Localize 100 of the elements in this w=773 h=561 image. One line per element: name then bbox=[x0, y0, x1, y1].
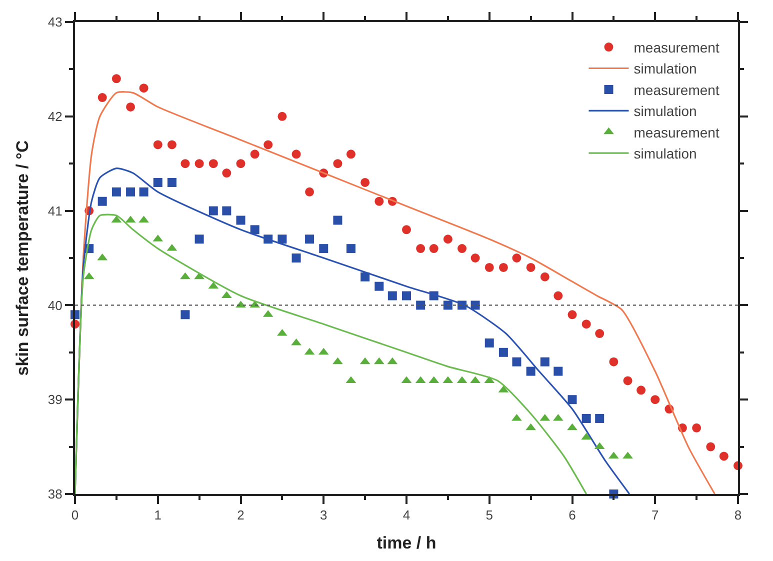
point bbox=[582, 414, 591, 423]
point bbox=[582, 320, 591, 329]
point bbox=[264, 140, 273, 150]
point bbox=[526, 262, 536, 272]
legend-label: simulation bbox=[634, 60, 697, 77]
point bbox=[332, 357, 343, 364]
line-series bbox=[75, 214, 588, 494]
point bbox=[402, 291, 411, 300]
point bbox=[305, 234, 314, 244]
x-axis-title: time / h bbox=[376, 534, 436, 552]
legend-label: measurement bbox=[634, 82, 720, 98]
point bbox=[250, 225, 260, 234]
point bbox=[360, 178, 370, 187]
point bbox=[719, 452, 728, 461]
point bbox=[360, 272, 370, 282]
point bbox=[236, 216, 246, 225]
point bbox=[498, 348, 508, 357]
point bbox=[470, 254, 480, 262]
point bbox=[98, 196, 107, 206]
point bbox=[526, 366, 536, 376]
point bbox=[567, 423, 578, 430]
point bbox=[540, 272, 550, 282]
point bbox=[484, 262, 494, 272]
point bbox=[692, 423, 702, 432]
legend-label: simulation bbox=[634, 103, 697, 120]
point bbox=[374, 196, 384, 206]
x-tick-label: 8 bbox=[734, 508, 742, 523]
point bbox=[346, 244, 356, 254]
point bbox=[292, 254, 301, 262]
point bbox=[291, 338, 302, 346]
x-tick-label: 3 bbox=[320, 508, 328, 523]
point bbox=[305, 187, 314, 196]
x-tick-label: 7 bbox=[652, 508, 659, 523]
point bbox=[568, 395, 577, 404]
point bbox=[112, 187, 121, 196]
point bbox=[374, 282, 384, 291]
point bbox=[126, 187, 136, 196]
point bbox=[222, 206, 232, 216]
y-tick-label: 38 bbox=[48, 486, 62, 502]
point bbox=[512, 357, 522, 366]
point bbox=[333, 159, 342, 168]
point bbox=[180, 310, 190, 320]
point bbox=[126, 102, 136, 112]
y-tick-label: 42 bbox=[48, 108, 62, 124]
x-tick-label: 5 bbox=[486, 508, 493, 523]
point bbox=[498, 262, 508, 272]
legend-label: measurement bbox=[634, 40, 720, 56]
point bbox=[512, 254, 522, 262]
point bbox=[595, 414, 604, 423]
point bbox=[98, 93, 107, 102]
point bbox=[346, 150, 356, 159]
point bbox=[153, 178, 162, 187]
point bbox=[443, 300, 452, 310]
point bbox=[540, 357, 550, 366]
point bbox=[512, 414, 522, 421]
x-tick-label: 0 bbox=[71, 508, 79, 523]
point bbox=[623, 376, 632, 386]
y-tick-label: 40 bbox=[48, 298, 62, 313]
point bbox=[208, 206, 218, 216]
y-tick-label: 39 bbox=[48, 392, 62, 408]
point bbox=[208, 159, 218, 168]
point bbox=[194, 159, 204, 168]
point bbox=[650, 395, 660, 404]
point bbox=[458, 244, 467, 254]
point bbox=[402, 225, 411, 234]
point bbox=[278, 112, 287, 121]
legend-label: measurement bbox=[634, 124, 720, 140]
point bbox=[180, 159, 190, 168]
point bbox=[554, 366, 563, 376]
x-tick-label: 6 bbox=[568, 508, 576, 523]
point bbox=[706, 442, 716, 452]
point bbox=[112, 74, 121, 84]
point bbox=[429, 244, 438, 254]
point bbox=[333, 216, 342, 225]
point bbox=[180, 272, 190, 280]
point bbox=[609, 357, 618, 366]
point bbox=[388, 291, 397, 300]
point bbox=[554, 291, 563, 300]
point bbox=[319, 244, 328, 254]
point bbox=[443, 234, 452, 244]
point bbox=[416, 300, 426, 310]
y-tick-label: 41 bbox=[48, 203, 62, 218]
point bbox=[167, 140, 176, 150]
x-tick-label: 2 bbox=[237, 508, 244, 523]
x-tick-label: 4 bbox=[402, 508, 410, 523]
x-tick-label: 1 bbox=[154, 508, 162, 523]
y-tick-label: 43 bbox=[48, 14, 62, 30]
point bbox=[139, 84, 148, 93]
point bbox=[568, 310, 577, 320]
point bbox=[139, 187, 148, 196]
point bbox=[153, 140, 162, 150]
point bbox=[250, 150, 260, 159]
point bbox=[278, 234, 287, 244]
point bbox=[236, 159, 246, 168]
point bbox=[595, 329, 604, 338]
point bbox=[416, 244, 426, 254]
y-axis-title: skin surface temperature / °C bbox=[12, 140, 32, 376]
point bbox=[484, 338, 494, 348]
point bbox=[222, 168, 232, 178]
point bbox=[167, 178, 176, 187]
